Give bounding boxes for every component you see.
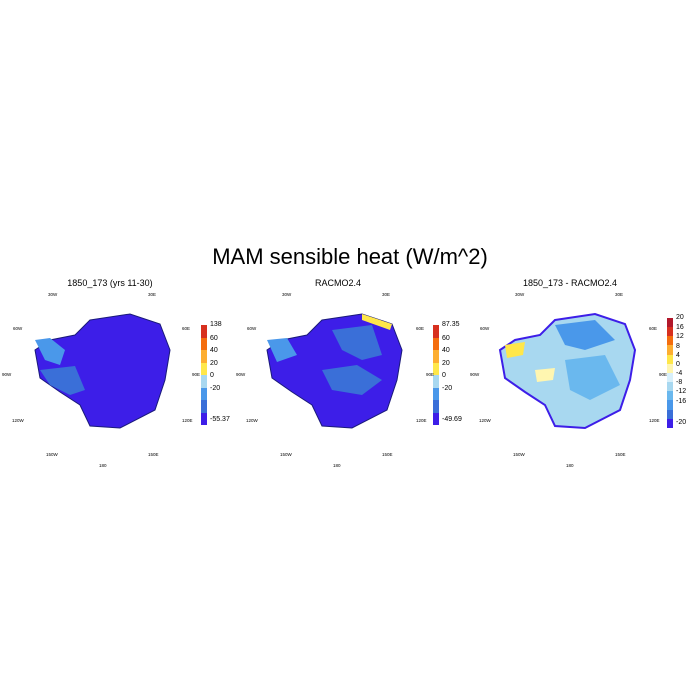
- colorbar-label: 138: [210, 321, 222, 328]
- lon-label: 90W: [470, 372, 480, 377]
- colorbar-1: [201, 325, 207, 425]
- lon-label: 60E: [649, 326, 658, 331]
- colorbar-swatch: [433, 387, 439, 400]
- colorbar-swatch: [433, 362, 439, 375]
- lon-label: 30W: [515, 292, 525, 297]
- colorbar-swatch: [667, 372, 673, 383]
- colorbar-label: 60: [210, 334, 218, 342]
- colorbar-swatch: [667, 345, 673, 355]
- colorbar-swatch: [201, 325, 207, 338]
- colorbar-label: -49.69: [442, 416, 462, 423]
- colorbar-label: 8: [676, 342, 680, 350]
- colorbar-label: -55.37: [210, 416, 230, 423]
- colorbar-label: 60: [442, 334, 450, 342]
- colorbar-label: 4: [676, 351, 680, 359]
- lon-label: 120E: [649, 418, 660, 423]
- colorbar-swatch: [667, 354, 673, 364]
- colorbar-label: 20: [210, 359, 218, 367]
- colorbar-label: 20: [442, 359, 450, 367]
- colorbar-swatch: [667, 391, 673, 401]
- colorbar-swatch: [201, 350, 207, 363]
- colorbar-label: 0: [210, 372, 214, 379]
- colorbar-label: -20: [210, 384, 221, 392]
- antarctica-map-1: [34, 313, 171, 429]
- colorbar-label: 16: [676, 324, 684, 332]
- lon-label: 60E: [182, 326, 191, 331]
- lon-label: 30W: [48, 292, 58, 297]
- lon-label: 150E: [148, 452, 159, 457]
- lon-label: 120W: [479, 418, 491, 423]
- colorbar-label: 0: [676, 360, 680, 368]
- colorbar-swatch: [667, 400, 673, 410]
- lon-label: 150E: [382, 452, 393, 457]
- panel-title-3: 1850_173 - RACMO2.4: [522, 278, 618, 288]
- colorbar-swatch: [667, 336, 673, 346]
- lon-label: 150W: [46, 452, 58, 457]
- lon-label: 180: [99, 463, 107, 468]
- panel-title-2: RACMO2.4: [314, 278, 361, 288]
- colorbar-label: 0: [442, 372, 446, 379]
- antarctica-map-2: [266, 313, 403, 429]
- colorbar-label: -12: [676, 388, 687, 396]
- lon-label: 90W: [2, 372, 12, 377]
- colorbar-swatch: [433, 375, 439, 388]
- antarctica-map-3: [498, 312, 637, 430]
- lon-label: 60W: [247, 326, 257, 331]
- lon-label: 120E: [416, 418, 427, 423]
- colorbar-swatch: [201, 400, 207, 413]
- colorbar-swatch: [433, 400, 439, 413]
- lon-label: 90E: [426, 372, 435, 377]
- lon-label: 150E: [615, 452, 626, 457]
- colorbar-swatch: [201, 337, 207, 350]
- colorbar-label: -4: [676, 370, 683, 377]
- colorbar-label: -16: [676, 397, 687, 405]
- colorbar-label: 20: [676, 314, 684, 321]
- colorbar-label: -20: [676, 419, 687, 426]
- lon-label: 120W: [12, 418, 24, 423]
- lon-label: 180: [566, 463, 574, 468]
- colorbar-swatch: [667, 327, 673, 337]
- panel-title-1: 1850_173 (yrs 11-30): [67, 278, 153, 288]
- lon-label: 90E: [192, 372, 201, 377]
- figure-title: MAM sensible heat (W/m^2): [212, 244, 488, 269]
- colorbar-label: -20: [442, 384, 453, 392]
- lon-label: 90E: [659, 372, 668, 377]
- colorbar-swatch: [201, 375, 207, 388]
- colorbar-swatch: [667, 418, 673, 428]
- colorbar-label: 87.35: [442, 321, 460, 328]
- colorbar-swatch: [433, 350, 439, 363]
- colorbar-label: 40: [442, 347, 450, 354]
- colorbar-swatch: [667, 318, 673, 328]
- colorbar-swatch: [433, 337, 439, 350]
- colorbar-swatch: [433, 325, 439, 338]
- lon-label: 30E: [148, 292, 157, 297]
- colorbar-swatch: [433, 412, 439, 425]
- colorbar-2: [433, 325, 439, 425]
- lon-label: 180: [333, 463, 341, 468]
- lon-label: 150W: [280, 452, 292, 457]
- lon-label: 60W: [480, 326, 490, 331]
- colorbar-swatch: [201, 387, 207, 400]
- colorbar-label: -8: [676, 379, 683, 387]
- lon-label: 150W: [513, 452, 525, 457]
- lon-label: 120W: [246, 418, 258, 423]
- colorbar-label: 12: [676, 333, 684, 341]
- colorbar-label: 40: [210, 347, 218, 354]
- lon-label: 60W: [13, 326, 23, 331]
- lon-label: 30E: [615, 292, 624, 297]
- lon-label: 90W: [236, 372, 246, 377]
- lon-label: 30E: [382, 292, 391, 297]
- colorbar-swatch: [201, 362, 207, 375]
- lon-label: 60E: [416, 326, 425, 331]
- colorbar-swatch: [201, 412, 207, 425]
- lon-label: 30W: [282, 292, 292, 297]
- lon-label: 120E: [182, 418, 193, 423]
- colorbar-3: [667, 318, 673, 428]
- colorbar-swatch: [667, 382, 673, 392]
- colorbar-swatch: [667, 409, 673, 419]
- colorbar-swatch: [667, 363, 673, 373]
